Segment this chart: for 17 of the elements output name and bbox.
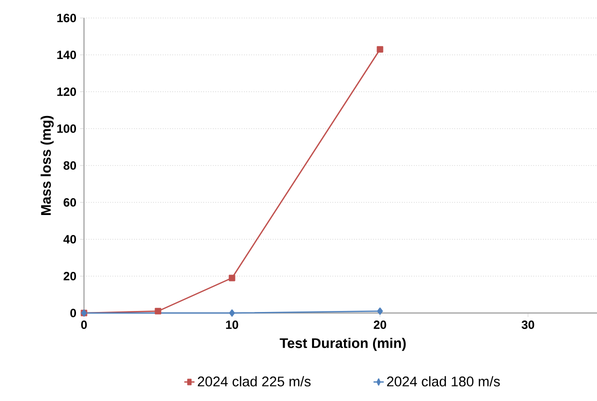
y-tick-label: 0: [70, 308, 76, 318]
x-axis-title: Test Duration (min): [280, 338, 406, 351]
y-axis-title: Mass loss (mg): [40, 116, 54, 215]
x-tick-label: 30: [522, 320, 534, 329]
y-tick-label: 20: [64, 272, 76, 280]
y-tick-label: 60: [64, 198, 76, 207]
y-tick-label: 40: [63, 235, 76, 244]
y-tick-label: 120: [57, 88, 76, 96]
x-tick-label: 20: [374, 320, 386, 329]
y-tick-label: 140: [57, 50, 76, 60]
y-tick-label: 80: [64, 161, 76, 170]
y-tick-label: 160: [57, 14, 76, 22]
y-tick-label: 100: [57, 124, 76, 133]
legend-label: 2024 clad 180 m/s: [387, 376, 500, 386]
legend-label: 2024 clad 225 m/s: [198, 376, 311, 386]
x-tick-label: 0: [81, 320, 87, 329]
x-tick-label: 10: [226, 320, 238, 329]
